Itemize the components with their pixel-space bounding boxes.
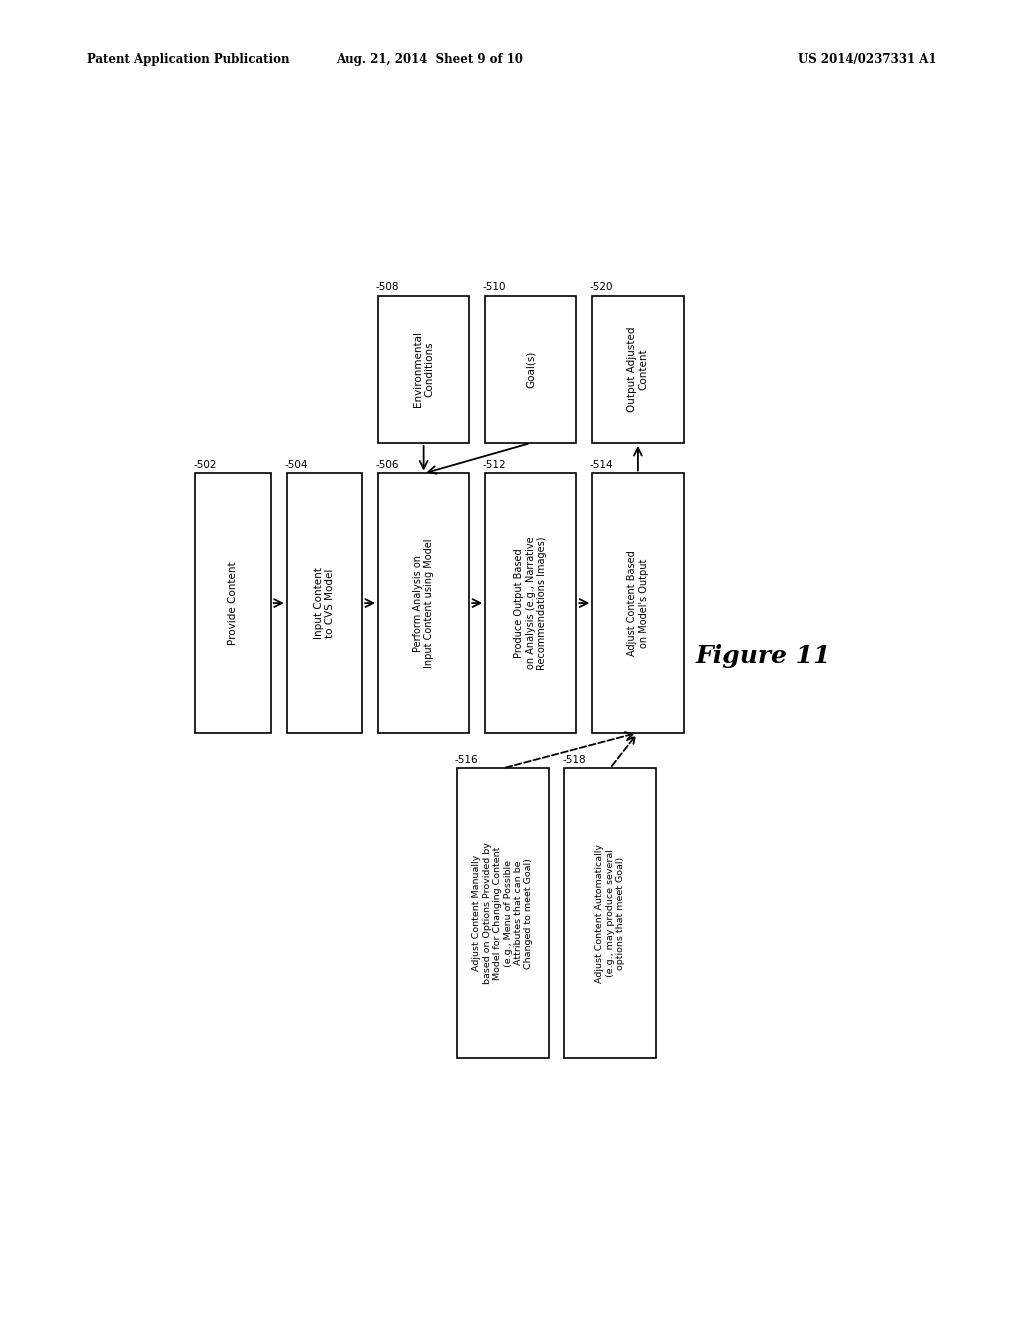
Text: -512: -512: [482, 461, 506, 470]
Text: Adjust Content Based
on Model's Output: Adjust Content Based on Model's Output: [627, 550, 648, 656]
Text: -504: -504: [285, 461, 308, 470]
Text: -508: -508: [376, 281, 399, 292]
Text: -510: -510: [482, 281, 506, 292]
Text: Produce Output Based
on Analysis (e.g., Narrative
Recommendations Images): Produce Output Based on Analysis (e.g., …: [514, 536, 548, 669]
Bar: [287, 474, 362, 733]
Text: -506: -506: [376, 461, 399, 470]
Text: -516: -516: [455, 755, 478, 766]
Text: Patent Application Publication: Patent Application Publication: [87, 53, 290, 66]
Bar: [196, 474, 270, 733]
Bar: [485, 296, 577, 444]
Text: Aug. 21, 2014  Sheet 9 of 10: Aug. 21, 2014 Sheet 9 of 10: [337, 53, 523, 66]
Bar: [485, 474, 577, 733]
Text: US 2014/0237331 A1: US 2014/0237331 A1: [799, 53, 937, 66]
Text: Input Content
to CVS Model: Input Content to CVS Model: [313, 568, 335, 639]
Text: Adjust Content Manually
based on Options Provided by
Model for Changing Content
: Adjust Content Manually based on Options…: [472, 842, 534, 983]
Bar: [378, 296, 469, 444]
Bar: [592, 296, 684, 444]
Text: -520: -520: [590, 281, 613, 292]
Text: Environmental
Conditions: Environmental Conditions: [413, 331, 434, 408]
Text: Figure 11: Figure 11: [695, 644, 830, 668]
Text: Adjust Content Automatically
(e.g., may produce several
options that meet Goal): Adjust Content Automatically (e.g., may …: [595, 843, 625, 982]
Bar: [592, 474, 684, 733]
Text: Output Adjusted
Content: Output Adjusted Content: [627, 326, 648, 412]
Bar: [564, 768, 655, 1057]
Bar: [378, 474, 469, 733]
Text: -518: -518: [562, 755, 586, 766]
Text: Goal(s): Goal(s): [525, 351, 536, 388]
Bar: [458, 768, 549, 1057]
Text: Provide Content: Provide Content: [228, 561, 239, 645]
Text: -502: -502: [194, 461, 216, 470]
Text: Perform Analysis on
Input Content using Model: Perform Analysis on Input Content using …: [413, 539, 434, 668]
Text: -514: -514: [590, 461, 613, 470]
